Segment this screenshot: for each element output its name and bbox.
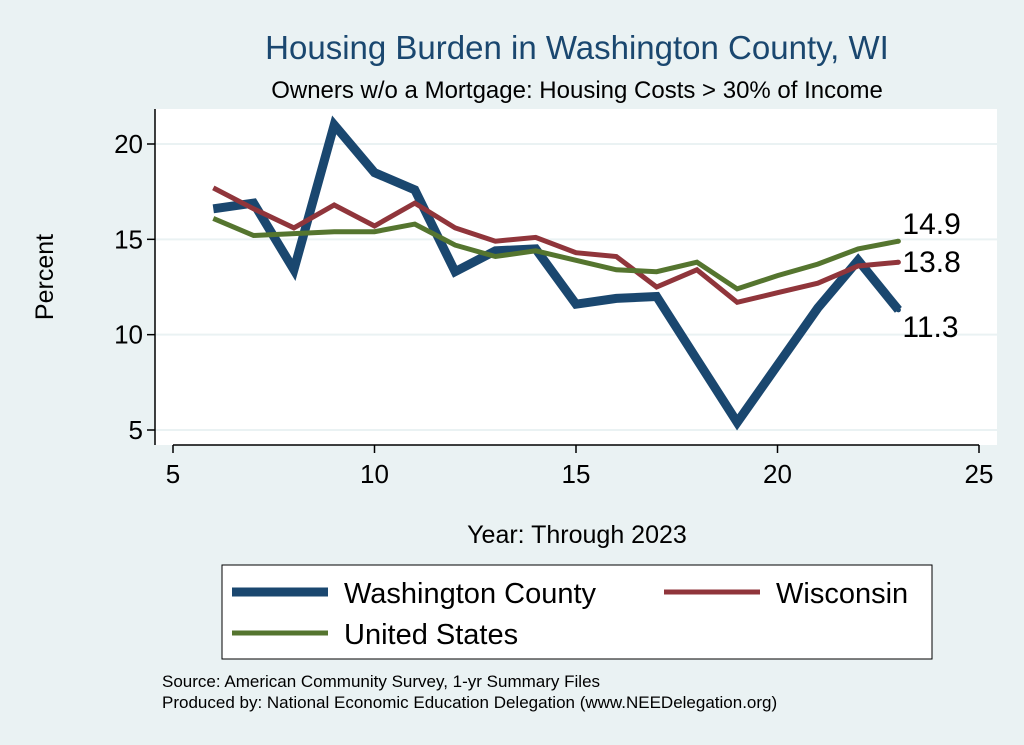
legend-label-washington-county: Washington County	[344, 578, 597, 610]
x-tick-label-5: 5	[166, 459, 180, 489]
legend: Washington County Wisconsin United State…	[221, 564, 933, 660]
legend-label-united-states: United States	[344, 619, 518, 651]
x-tick-label-25: 25	[965, 459, 994, 489]
y-tick-label-5: 5	[129, 415, 143, 445]
end-point-wisconsin	[895, 259, 901, 265]
series-line-washington-county	[212, 115, 902, 431]
end-point-united-states	[895, 238, 901, 244]
legend-label-wisconsin: Wisconsin	[776, 578, 908, 610]
end-label-united-states: 14.9	[902, 208, 960, 241]
end-label-layer: 11.3 13.8 14.9	[895, 208, 961, 344]
series-line-wisconsin	[212, 185, 899, 306]
series-layer	[212, 115, 902, 431]
y-tick-label-20: 20	[114, 129, 143, 159]
x-axis-label: Year: Through 2023	[467, 521, 687, 549]
y-tick-label-15: 15	[114, 224, 143, 254]
y-tick-label-10: 10	[114, 320, 143, 350]
x-tick-label-20: 20	[763, 459, 792, 489]
x-tick-label-15: 15	[562, 459, 591, 489]
end-label-wisconsin: 13.8	[902, 246, 960, 279]
legend-box	[221, 564, 933, 660]
chart-subtitle: Owners w/o a Mortgage: Housing Costs > 3…	[271, 77, 883, 104]
grid-layer	[155, 143, 997, 431]
source-note: Source: American Community Survey, 1-yr …	[162, 672, 600, 691]
producer-note: Produced by: National Economic Education…	[162, 693, 777, 712]
end-label-washington-county: 11.3	[902, 311, 958, 344]
series-line-united-states	[212, 216, 899, 292]
y-axis-label: Percent	[31, 234, 59, 320]
x-tick-label-10: 10	[360, 459, 389, 489]
axis-layer: 5 10 15 20 5 10 15 20 25	[114, 109, 993, 489]
end-point-washington-county	[895, 307, 901, 313]
chart-title: Housing Burden in Washington County, WI	[265, 29, 889, 66]
